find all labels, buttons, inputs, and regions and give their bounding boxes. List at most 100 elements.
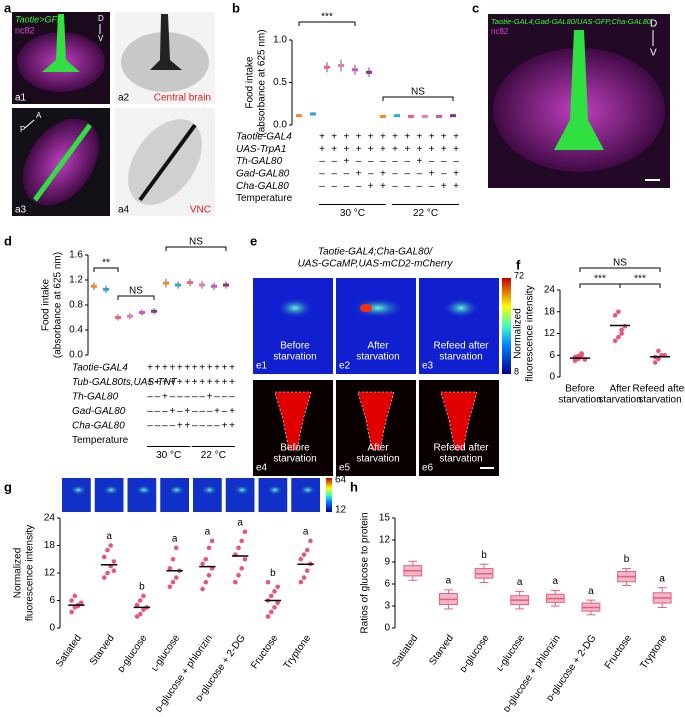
panel-c: c Taotie-GAL4;Gad-GAL80/UAS-GFP,Cha-GAL8…: [472, 0, 670, 188]
data-point: [134, 602, 140, 608]
x-tick-label: ᴅ-glucose: [116, 633, 150, 675]
cell: +: [319, 144, 325, 155]
cell: –: [429, 156, 435, 167]
sub-label: a1: [15, 93, 27, 104]
data-point: [167, 584, 173, 590]
cell: –: [331, 169, 337, 180]
y-axis-label: Food intake: [245, 56, 256, 109]
data-point: [265, 614, 271, 619]
y-tick-label: 6: [549, 350, 555, 361]
y-tick-label: 0: [49, 623, 55, 634]
data-point: [111, 559, 117, 564]
group-letter: a: [205, 527, 211, 538]
significance-label: NS: [189, 237, 203, 248]
cell: +: [222, 363, 228, 374]
thumbnail: [225, 478, 255, 512]
x-tick-label: Starved: [88, 633, 117, 668]
image: [277, 298, 313, 318]
y-tick-label: 3: [384, 601, 390, 612]
cell: –: [192, 392, 198, 403]
thumbnail: [103, 485, 120, 495]
cell: +: [214, 363, 220, 374]
sub-label: e2: [339, 361, 351, 372]
cell: +: [184, 377, 190, 388]
cell: –: [404, 156, 410, 167]
cell: –: [192, 406, 198, 417]
image: [443, 298, 479, 318]
data-point: [268, 609, 274, 615]
cell: –: [170, 421, 176, 432]
cell: –: [429, 181, 435, 192]
data-point: [200, 586, 205, 592]
image: [32, 123, 93, 202]
cell: +: [177, 421, 183, 432]
y-tick-label: 0.5: [273, 77, 287, 88]
thumbnail: [62, 478, 91, 512]
cell: –: [417, 169, 423, 180]
data-point: [105, 547, 110, 553]
thumbnail: [160, 478, 189, 512]
data-point: [298, 579, 304, 585]
cell: +: [441, 144, 447, 155]
y-axis-label: Food intake: [41, 278, 52, 331]
image: [150, 14, 182, 70]
data-point: [203, 579, 209, 585]
cell: +: [453, 181, 459, 192]
cell: –: [356, 181, 362, 192]
data-point: [616, 309, 621, 315]
cell: +: [177, 363, 183, 374]
stain: nc82: [15, 25, 35, 35]
data-point: [242, 529, 248, 535]
cell: +: [214, 406, 220, 417]
data-point: [170, 556, 176, 562]
data-point: [652, 360, 658, 365]
group-letter: a: [106, 531, 112, 542]
row-label: Taotie-GAL4: [72, 363, 128, 374]
row-label: Taotie-GAL4: [236, 132, 292, 143]
cell: –: [319, 169, 325, 180]
cell: –: [319, 181, 325, 192]
caption: VNC: [190, 205, 211, 216]
cell: –: [417, 181, 423, 192]
cell: –: [147, 421, 153, 432]
caption: Before: [280, 341, 310, 352]
image: [419, 278, 499, 374]
cell: +: [368, 181, 374, 192]
data-point: [141, 607, 146, 612]
data-point: [206, 545, 212, 551]
group-letter: a: [303, 527, 309, 538]
data-point: [301, 575, 307, 580]
sub-label: e3: [422, 361, 434, 372]
caption: starvation: [356, 352, 399, 363]
cell: +: [229, 406, 235, 417]
cell: –: [207, 406, 213, 417]
cell: –: [392, 181, 398, 192]
image: [274, 391, 312, 451]
cell: +: [162, 377, 168, 388]
y-tick-label: 1.2: [69, 275, 83, 286]
y-tick-label: 1.6: [69, 250, 83, 261]
cell: +: [147, 363, 153, 374]
cell: –: [229, 392, 235, 403]
cell: –: [155, 406, 161, 417]
cell: –: [222, 406, 228, 417]
image: [357, 391, 395, 451]
sub-label: e5: [339, 463, 351, 474]
y-axis-label: (absorbance at 625 nm): [53, 252, 64, 358]
cell: –: [441, 169, 447, 180]
cell: +: [199, 363, 205, 374]
data-point: [239, 538, 245, 544]
y-tick-label: 9: [384, 557, 390, 568]
caption: starvation: [439, 454, 482, 465]
caption: starvation: [356, 454, 399, 465]
y-tick-label: 24: [44, 513, 56, 524]
cell: +: [184, 406, 190, 417]
orientation: V: [98, 34, 104, 43]
orientation: V: [650, 48, 657, 59]
data-point: [272, 589, 277, 594]
caption: Central brain: [154, 93, 211, 104]
x-tick-label: Satiated: [54, 633, 84, 669]
y-tick-label: 18: [544, 306, 556, 317]
y-tick-label: 0.4: [69, 325, 83, 336]
group-letter: b: [624, 554, 630, 565]
